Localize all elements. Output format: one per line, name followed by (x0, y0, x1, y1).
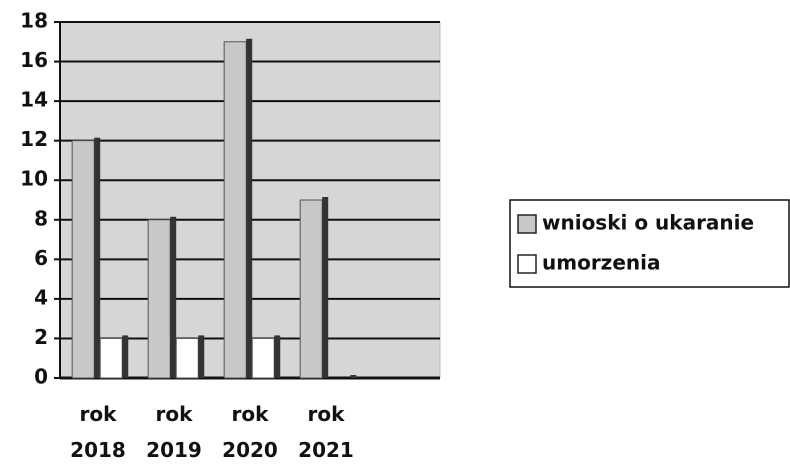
y-tick-label: 14 (20, 88, 48, 112)
y-tick-label: 2 (34, 325, 48, 349)
bar (147, 219, 171, 379)
bar (175, 337, 199, 379)
bar-side (198, 335, 205, 378)
bar-side (170, 216, 177, 378)
legend-swatch (517, 254, 537, 274)
bar (71, 140, 95, 379)
x-tick-label: rok 2019 (146, 402, 202, 462)
y-tick-label: 0 (34, 365, 48, 389)
x-tick-label: rok 2018 (70, 402, 126, 462)
bar (299, 199, 323, 379)
bar (251, 337, 275, 379)
x-tick-label: rok 2021 (298, 402, 354, 462)
y-tick-label: 18 (20, 9, 48, 33)
bar (99, 337, 123, 379)
y-tick-label: 8 (34, 206, 48, 230)
bar-side (246, 38, 253, 379)
y-tick-label: 10 (20, 167, 48, 191)
legend-swatch (517, 214, 537, 234)
legend-box (509, 199, 790, 288)
bar-side (274, 335, 281, 378)
y-tick-label: 12 (20, 127, 48, 151)
y-tick-label: 16 (20, 48, 48, 72)
bar (223, 41, 247, 379)
bar-side (94, 137, 101, 378)
legend-label: umorzenia (542, 251, 660, 275)
legend-label: wnioski o ukaranie (542, 211, 754, 235)
x-tick-label: rok 2020 (222, 402, 278, 462)
bar-side (350, 375, 357, 378)
bar-side (122, 335, 129, 378)
y-tick-label: 6 (34, 246, 48, 270)
y-tick-label: 4 (34, 285, 48, 309)
bar-side (322, 197, 329, 378)
